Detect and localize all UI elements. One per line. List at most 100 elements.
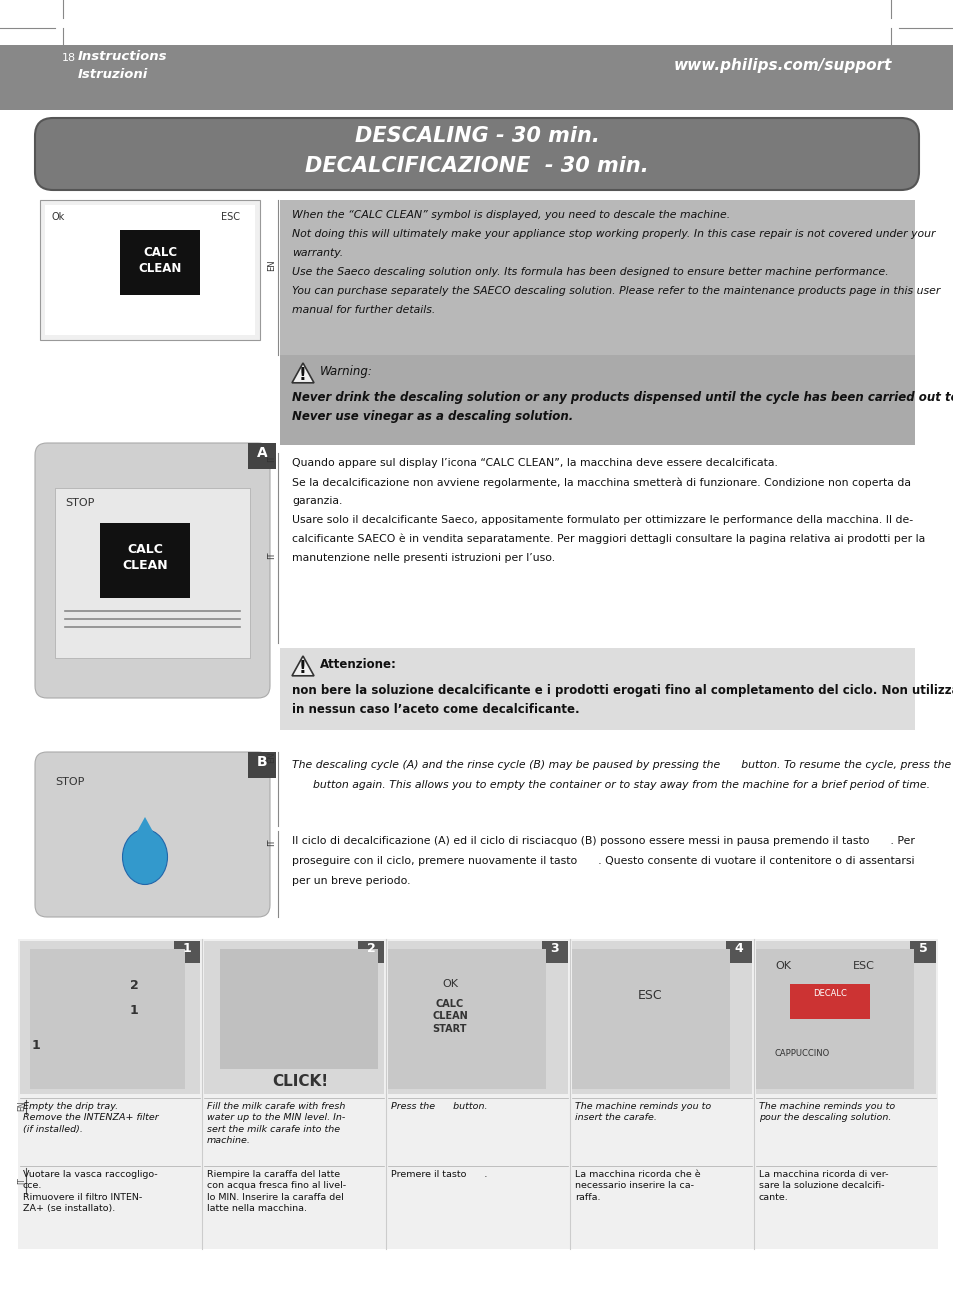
- Text: STOP: STOP: [55, 777, 84, 787]
- Text: calcificante SAECO è in vendita separatamente. Per maggiori dettagli consultare : calcificante SAECO è in vendita separata…: [292, 533, 924, 545]
- Text: ESC: ESC: [221, 212, 240, 222]
- Bar: [173, 941, 200, 963]
- Bar: [248, 752, 275, 778]
- Text: EN: EN: [267, 259, 276, 271]
- Text: Il ciclo di decalcificazione (A) ed il ciclo di risciacquo (B) possono essere me: Il ciclo di decalcificazione (A) ed il c…: [292, 837, 914, 846]
- Text: Fill the milk carafe with fresh
water up to the MIN level. In-
sert the milk car: Fill the milk carafe with fresh water up…: [207, 1102, 345, 1145]
- Text: DESCALING - 30 min.: DESCALING - 30 min.: [355, 126, 598, 146]
- Polygon shape: [123, 817, 167, 857]
- Bar: [0, 46, 953, 111]
- Text: DECALCIFICAZIONE  - 30 min.: DECALCIFICAZIONE - 30 min.: [305, 156, 648, 176]
- Bar: [20, 941, 200, 1094]
- Text: Riempire la caraffa del latte
con acqua fresca fino al livel-
lo MIN. Inserire l: Riempire la caraffa del latte con acqua …: [207, 1170, 346, 1214]
- Text: in nessun caso l’aceto come decalcificante.: in nessun caso l’aceto come decalcifican…: [292, 703, 579, 716]
- Text: Vuotare la vasca raccogligo-
cce.
Rimuovere il filtro INTEN-
ZA+ (se installato): Vuotare la vasca raccogligo- cce. Rimuov…: [23, 1170, 157, 1214]
- Text: The machine reminds you to
insert the carafe.: The machine reminds you to insert the ca…: [575, 1102, 711, 1123]
- Text: DECALC: DECALC: [812, 989, 846, 998]
- Text: When the “CALC CLEAN” symbol is displayed, you need to descale the machine.: When the “CALC CLEAN” symbol is displaye…: [292, 209, 729, 220]
- Text: Not doing this will ultimately make your appliance stop working properly. In thi: Not doing this will ultimately make your…: [292, 229, 935, 239]
- Text: CALC
CLEAN
START: CALC CLEAN START: [432, 999, 467, 1034]
- Bar: [280, 355, 914, 445]
- Text: 2: 2: [130, 978, 138, 991]
- Bar: [40, 200, 260, 340]
- Text: CALC
CLEAN: CALC CLEAN: [122, 543, 168, 572]
- Text: www.philips.com/support: www.philips.com/support: [673, 59, 891, 73]
- Text: Quando appare sul display l’icona “CALC CLEAN”, la macchina deve essere decalcif: Quando appare sul display l’icona “CALC …: [292, 458, 777, 468]
- Text: non bere la soluzione decalcificante e i prodotti erogati fino al completamento : non bere la soluzione decalcificante e i…: [292, 684, 953, 697]
- FancyBboxPatch shape: [35, 444, 270, 699]
- Bar: [280, 200, 914, 355]
- Text: CLICK!: CLICK!: [272, 1075, 328, 1089]
- Text: per un breve periodo.: per un breve periodo.: [292, 876, 410, 886]
- Text: 1: 1: [182, 942, 192, 955]
- Bar: [541, 941, 567, 963]
- Bar: [572, 941, 751, 1094]
- Text: Usare solo il decalcificante Saeco, appositamente formulato per ottimizzare le p: Usare solo il decalcificante Saeco, appo…: [292, 515, 912, 526]
- Bar: [248, 444, 275, 468]
- Text: Empty the drip tray.
Remove the INTENZA+ filter
(if installed).: Empty the drip tray. Remove the INTENZA+…: [23, 1102, 158, 1134]
- Text: EN: EN: [17, 1101, 27, 1111]
- Text: IT: IT: [267, 454, 276, 462]
- Bar: [388, 948, 545, 1089]
- Text: 3: 3: [550, 942, 558, 955]
- Text: The descaling cycle (A) and the rinse cycle (B) may be paused by pressing the   : The descaling cycle (A) and the rinse cy…: [292, 760, 950, 770]
- Text: 1: 1: [130, 1004, 138, 1017]
- Text: warranty.: warranty.: [292, 248, 343, 258]
- Text: Se la decalcificazione non avviene regolarmente, la macchina smetterà di funzion: Se la decalcificazione non avviene regol…: [292, 477, 910, 488]
- Text: manual for further details.: manual for further details.: [292, 304, 435, 315]
- Bar: [755, 941, 935, 1094]
- Text: Use the Saeco descaling solution only. Its formula has been designed to ensure b: Use the Saeco descaling solution only. I…: [292, 267, 888, 277]
- Text: ESC: ESC: [637, 989, 661, 1002]
- Bar: [388, 941, 567, 1094]
- Bar: [280, 648, 914, 730]
- Text: EN: EN: [267, 751, 276, 762]
- Text: button again. This allows you to empty the container or to stay away from the ma: button again. This allows you to empty t…: [292, 781, 929, 790]
- Text: 4: 4: [734, 942, 742, 955]
- Text: Never use vinegar as a descaling solution.: Never use vinegar as a descaling solutio…: [292, 410, 573, 423]
- Bar: [0, 0, 953, 46]
- Text: IT: IT: [267, 839, 276, 847]
- Text: 5: 5: [918, 942, 926, 955]
- FancyBboxPatch shape: [35, 752, 270, 917]
- Bar: [55, 488, 250, 658]
- Bar: [30, 948, 185, 1089]
- Bar: [725, 941, 751, 963]
- Text: B: B: [256, 755, 267, 769]
- Text: OK: OK: [441, 978, 457, 989]
- Bar: [100, 523, 190, 598]
- Bar: [755, 948, 913, 1089]
- Text: La macchina ricorda che è
necessario inserire la ca-
raffa.: La macchina ricorda che è necessario ins…: [575, 1170, 700, 1202]
- Bar: [220, 948, 377, 1069]
- Text: IT: IT: [17, 1177, 27, 1184]
- Text: Attenzione:: Attenzione:: [319, 658, 396, 671]
- Text: !: !: [299, 660, 307, 677]
- Text: You can purchase separately the SAECO descaling solution. Please refer to the ma: You can purchase separately the SAECO de…: [292, 286, 940, 297]
- Polygon shape: [292, 363, 314, 382]
- Text: Istruzioni: Istruzioni: [78, 68, 148, 81]
- Text: STOP: STOP: [65, 498, 94, 507]
- Ellipse shape: [122, 830, 168, 885]
- Text: CAPPUCCINO: CAPPUCCINO: [774, 1049, 829, 1058]
- Text: OK: OK: [774, 961, 790, 971]
- Text: Premere il tasto      .: Premere il tasto .: [391, 1170, 487, 1179]
- Text: La macchina ricorda di ver-
sare la soluzione decalcifi-
cante.: La macchina ricorda di ver- sare la solu…: [759, 1170, 887, 1202]
- Text: garanzia.: garanzia.: [292, 496, 342, 506]
- Bar: [204, 941, 384, 1094]
- Bar: [789, 984, 869, 1019]
- Text: !: !: [299, 366, 307, 384]
- Text: A: A: [256, 446, 267, 461]
- FancyBboxPatch shape: [35, 118, 918, 190]
- Bar: [18, 939, 937, 1249]
- Text: ESC: ESC: [852, 961, 874, 971]
- Text: IT: IT: [267, 552, 276, 558]
- Text: 18: 18: [62, 53, 76, 62]
- Bar: [572, 948, 729, 1089]
- Text: 2: 2: [366, 942, 375, 955]
- Bar: [909, 941, 935, 963]
- Text: manutenzione nelle presenti istruzioni per l’uso.: manutenzione nelle presenti istruzioni p…: [292, 553, 555, 563]
- Text: Warning:: Warning:: [319, 366, 373, 379]
- Bar: [120, 230, 200, 295]
- Text: 1: 1: [32, 1039, 41, 1053]
- Bar: [45, 206, 254, 334]
- Bar: [357, 941, 384, 963]
